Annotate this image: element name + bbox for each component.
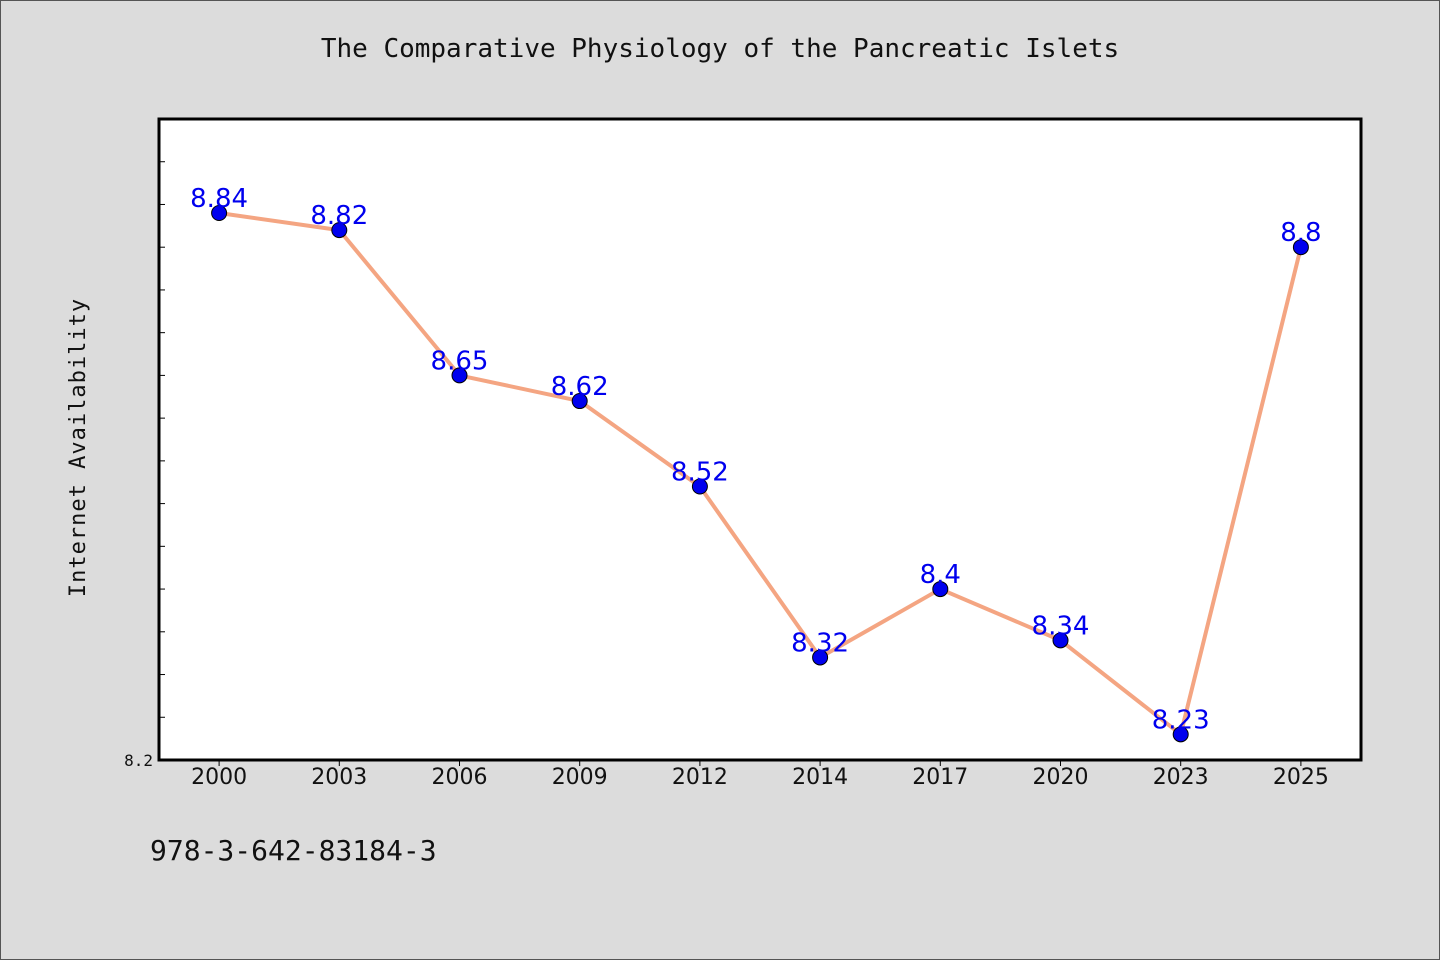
chart-title: The Comparative Physiology of the Pancre…	[320, 34, 1120, 64]
data-point	[932, 581, 949, 598]
x-tick-label: 2014	[792, 765, 848, 790]
data-label: 8.84	[190, 184, 248, 214]
data-point	[1052, 632, 1069, 649]
data-label: 8.4	[920, 560, 961, 590]
x-tick-label: 2012	[672, 765, 728, 790]
data-point	[331, 222, 348, 239]
x-tick-label: 2020	[1033, 765, 1089, 790]
data-label: 8.65	[431, 346, 489, 376]
data-point	[571, 393, 588, 410]
data-label: 8.34	[1032, 611, 1090, 641]
x-tick-label: 2003	[311, 765, 367, 790]
plot-border	[157, 117, 1363, 762]
x-tick-label: 2009	[552, 765, 608, 790]
isbn-code: 978-3-642-83184-3	[150, 834, 437, 867]
data-label: 8.82	[310, 201, 368, 231]
data-point	[691, 478, 708, 495]
data-label: 8.8	[1280, 218, 1321, 248]
x-axis-ticks: 2000 2003 2006 2009 2012 2014 2017 2020 2023 2025	[191, 760, 1329, 790]
data-point	[812, 649, 829, 666]
x-tick-label: 2025	[1273, 765, 1329, 790]
x-tick-label: 2006	[432, 765, 488, 790]
plot-area	[159, 119, 1361, 760]
data-point	[1172, 726, 1189, 743]
data-label: 8.62	[551, 372, 609, 402]
data-label: 8.23	[1152, 705, 1210, 735]
data-point	[1292, 239, 1309, 256]
x-tick-label: 2017	[912, 765, 968, 790]
y-axis-title: Internet Availability	[66, 298, 91, 597]
data-label: 8.32	[791, 628, 849, 658]
data-label: 8.52	[671, 458, 729, 488]
x-tick-label: 2000	[191, 765, 247, 790]
data-point	[451, 367, 468, 384]
y-tick-label: 8.2	[124, 751, 153, 770]
series-group	[211, 205, 1309, 743]
data-labels-group: 8.84 8.82 8.65 8.62 8.52 8.32 8.4 8.34 8.23 8.8	[190, 184, 1321, 735]
data-point	[211, 205, 228, 222]
series-line	[218, 211, 1303, 737]
x-tick-label: 2023	[1153, 765, 1209, 790]
